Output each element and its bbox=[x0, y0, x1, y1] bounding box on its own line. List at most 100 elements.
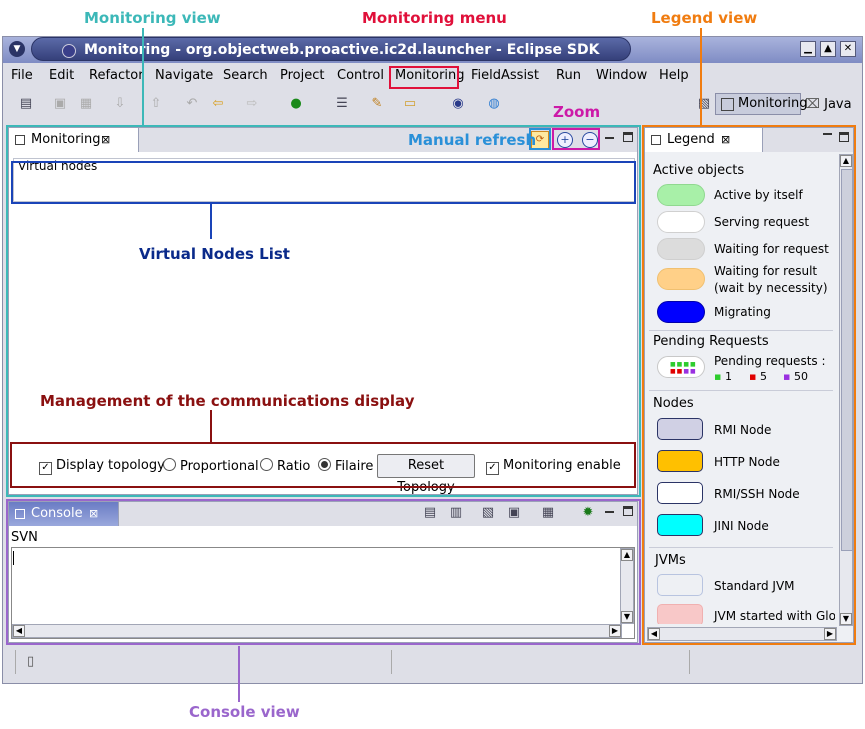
waiting-for-request-swatch bbox=[657, 238, 705, 260]
monitoring-perspective-icon bbox=[721, 98, 734, 111]
maximize-view-icon[interactable] bbox=[623, 506, 633, 516]
legend-view-highlight bbox=[642, 125, 856, 645]
maximize-view-icon[interactable] bbox=[839, 132, 849, 142]
scroll-down-icon[interactable]: ▼ bbox=[621, 611, 633, 623]
last-edit-icon[interactable]: ↶ bbox=[186, 96, 198, 111]
filaire-radio[interactable]: Filaire bbox=[318, 458, 373, 474]
scroll-right-icon[interactable]: ▶ bbox=[824, 628, 836, 640]
clear-console-icon[interactable]: ▤ bbox=[423, 505, 437, 520]
communications-options: ✓ Display topology Proportional Ratio Fil… bbox=[15, 446, 631, 495]
pending-requests-title: Pending Requests bbox=[653, 334, 769, 349]
maximize-view-icon[interactable] bbox=[623, 132, 633, 142]
http-node-swatch bbox=[657, 450, 703, 472]
scroll-down-icon[interactable]: ▼ bbox=[840, 613, 852, 625]
perspective-monitoring[interactable]: Monitoring bbox=[715, 93, 808, 115]
scroll-lock-icon[interactable]: ▥ bbox=[449, 505, 463, 520]
menu-help[interactable]: Help bbox=[659, 68, 689, 83]
maximize-icon[interactable]: ▲ bbox=[820, 41, 836, 57]
tab-monitoring[interactable]: Monitoring ⊠ bbox=[9, 128, 139, 152]
close-tab-icon[interactable]: ⊠ bbox=[101, 133, 111, 146]
run-icon[interactable]: ● bbox=[290, 96, 302, 111]
minimize-view-icon[interactable] bbox=[605, 137, 614, 139]
menu-control[interactable]: Control bbox=[337, 68, 384, 83]
menu-fieldassist[interactable]: FieldAssist bbox=[471, 68, 539, 83]
refresh-highlight bbox=[529, 128, 551, 150]
next-annotation-icon[interactable]: ⇩ bbox=[114, 96, 126, 111]
legend-horizontal-scrollbar[interactable]: ◀ ▶ bbox=[647, 627, 837, 641]
legend-divider bbox=[649, 390, 833, 391]
menu-search[interactable]: Search bbox=[223, 68, 268, 83]
proportional-radio[interactable]: Proportional bbox=[163, 458, 259, 474]
window-menu-icon[interactable]: ▼ bbox=[9, 41, 25, 57]
monitoring-view: Monitoring ⊠ ⟳ + − Virtual nodes ✓ Displa… bbox=[8, 127, 638, 495]
menu-project[interactable]: Project bbox=[280, 68, 325, 83]
perspective-java[interactable]: ⌧ Java bbox=[805, 97, 852, 112]
title-bar[interactable]: ▼ Monitoring - org.objectweb.proactive.i… bbox=[3, 37, 862, 63]
scroll-right-icon[interactable]: ▶ bbox=[609, 625, 621, 637]
minimize-view-icon[interactable] bbox=[605, 511, 614, 513]
menu-edit[interactable]: Edit bbox=[49, 68, 75, 83]
console-vertical-scrollbar[interactable]: ▲ ▼ bbox=[620, 548, 634, 624]
console-view-connector bbox=[238, 646, 240, 702]
save-icon[interactable]: ▣ bbox=[53, 96, 67, 111]
pin-icon[interactable]: ✎ bbox=[371, 96, 383, 111]
nodes-title: Nodes bbox=[653, 396, 694, 411]
close-tab-icon[interactable]: ⊠ bbox=[721, 133, 731, 146]
console-horizontal-scrollbar[interactable]: ◀ ▶ bbox=[12, 624, 622, 638]
eclipse-web-icon[interactable]: ◉ bbox=[452, 96, 464, 111]
globe-icon[interactable]: ◍ bbox=[488, 96, 500, 111]
scroll-left-icon[interactable]: ◀ bbox=[648, 628, 660, 640]
minimize-icon[interactable]: ▁ bbox=[800, 41, 816, 57]
scroll-up-icon[interactable]: ▲ bbox=[840, 155, 852, 167]
text-cursor bbox=[13, 551, 14, 565]
menu-monitoring[interactable]: Monitoring bbox=[395, 68, 465, 83]
console-text-area[interactable]: ▲ ▼ ◀ ▶ bbox=[11, 547, 635, 639]
open-console-icon[interactable]: ▦ bbox=[541, 505, 555, 520]
ratio-radio[interactable]: Ratio bbox=[260, 458, 310, 474]
menu-window[interactable]: Window bbox=[596, 68, 648, 83]
zoom-highlight bbox=[552, 128, 600, 150]
zoom-in-icon[interactable]: + bbox=[557, 132, 573, 148]
close-tab-icon[interactable]: ⊠ bbox=[89, 507, 99, 520]
settings-gear-icon[interactable]: ✹ bbox=[582, 505, 594, 520]
open-folder-icon[interactable]: ▭ bbox=[403, 96, 417, 111]
close-icon[interactable]: ✕ bbox=[840, 41, 856, 57]
back-icon[interactable]: ⇦ bbox=[212, 96, 224, 111]
scroll-left-icon[interactable]: ◀ bbox=[13, 625, 25, 637]
menu-run[interactable]: Run bbox=[556, 68, 581, 83]
legend-view-icon bbox=[651, 135, 661, 145]
display-topology-checkbox[interactable]: ✓ Display topology bbox=[39, 458, 165, 475]
print-icon[interactable]: ▦ bbox=[79, 96, 93, 111]
fast-view-icon[interactable]: ▯ bbox=[27, 654, 35, 669]
main-toolbar: ▤ ▣ ▦ ⇩ ⇧ ↶ ⇦ ⇨ ● ☰ ✎ ▭ ◉ ◍ ▧ Monitoring… bbox=[3, 89, 862, 119]
task-list-icon[interactable]: ☰ bbox=[336, 96, 348, 111]
tab-legend[interactable]: Legend ⊠ bbox=[645, 128, 763, 152]
reset-topology-button[interactable]: Reset Topology bbox=[377, 454, 475, 495]
status-separator bbox=[15, 650, 16, 674]
legend-vertical-scrollbar[interactable]: ▲ ▼ bbox=[839, 154, 853, 626]
prev-annotation-icon[interactable]: ⇧ bbox=[150, 96, 162, 111]
open-perspective-icon[interactable]: ▧ bbox=[697, 96, 711, 111]
tab-console[interactable]: Console ⊠ bbox=[9, 502, 119, 526]
menu-navigate[interactable]: Navigate bbox=[155, 68, 214, 83]
console-view-icon bbox=[15, 509, 25, 519]
monitoring-view-highlight bbox=[6, 125, 641, 497]
scroll-up-icon[interactable]: ▲ bbox=[621, 549, 633, 561]
jvms-title: JVMs bbox=[655, 553, 686, 568]
monitoring-enable-checkbox[interactable]: ✓ Monitoring enable bbox=[486, 458, 621, 475]
menu-refactor[interactable]: Refactor bbox=[89, 68, 144, 83]
forward-icon[interactable]: ⇨ bbox=[246, 96, 258, 111]
svn-label: SVN bbox=[11, 530, 38, 545]
legend-tabbar: Legend ⊠ bbox=[645, 128, 853, 152]
new-icon[interactable]: ▤ bbox=[19, 96, 33, 111]
zoom-out-icon[interactable]: − bbox=[582, 132, 598, 148]
console-view: Console ⊠ ▤ ▥ ▧ ▣ ▦ ✹ SVN ▲ ▼ ◀ ▶ bbox=[8, 501, 638, 643]
refresh-icon[interactable]: ⟳ bbox=[531, 131, 549, 149]
minimize-view-icon[interactable] bbox=[823, 133, 832, 135]
pending-count-red: ▪ 5 bbox=[749, 370, 767, 383]
rmi-node-swatch bbox=[657, 418, 703, 440]
scroll-thumb[interactable] bbox=[841, 169, 853, 551]
pin-console-icon[interactable]: ▧ bbox=[481, 505, 495, 520]
menu-file[interactable]: File bbox=[11, 68, 33, 83]
display-console-icon[interactable]: ▣ bbox=[507, 505, 521, 520]
